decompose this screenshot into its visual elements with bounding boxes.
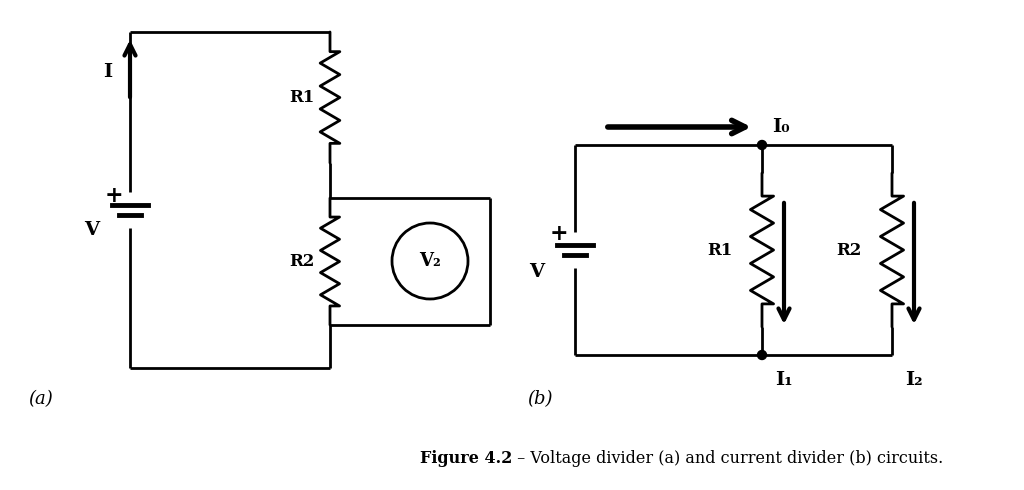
Text: V₂: V₂ bbox=[419, 252, 441, 270]
Circle shape bbox=[758, 350, 767, 360]
Text: V: V bbox=[84, 221, 99, 239]
Text: R1: R1 bbox=[707, 242, 732, 259]
Text: I₁: I₁ bbox=[775, 371, 793, 389]
Text: (a): (a) bbox=[28, 390, 53, 408]
Text: +: + bbox=[104, 185, 123, 207]
Circle shape bbox=[758, 141, 767, 149]
Text: I: I bbox=[103, 63, 113, 81]
Text: (b): (b) bbox=[527, 390, 553, 408]
Text: V: V bbox=[529, 263, 545, 281]
Text: I₂: I₂ bbox=[905, 371, 923, 389]
Text: R2: R2 bbox=[290, 252, 314, 270]
Text: – Voltage divider (a) and current divider (b) circuits.: – Voltage divider (a) and current divide… bbox=[512, 450, 943, 466]
Text: R1: R1 bbox=[290, 89, 314, 105]
Text: Figure 4.2: Figure 4.2 bbox=[420, 450, 512, 466]
Text: R2: R2 bbox=[837, 242, 862, 259]
Circle shape bbox=[392, 223, 468, 299]
Text: +: + bbox=[550, 223, 568, 245]
Text: I₀: I₀ bbox=[772, 118, 790, 136]
